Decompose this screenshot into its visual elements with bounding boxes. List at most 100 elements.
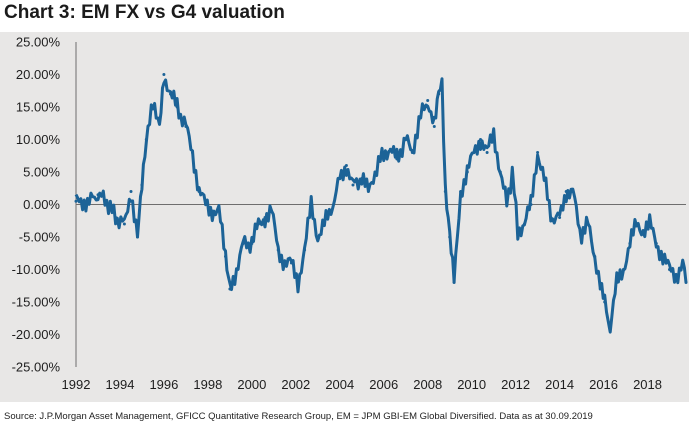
y-tick-label: 0.00% <box>23 197 60 212</box>
x-tick-label: 2008 <box>413 377 442 392</box>
data-point <box>661 255 665 258</box>
data-point <box>210 209 214 213</box>
x-tick-label: 2010 <box>457 377 486 392</box>
x-tick-label: 1998 <box>193 377 222 392</box>
data-point <box>542 177 546 180</box>
data-point <box>169 92 172 96</box>
data-point <box>322 222 326 226</box>
data-point <box>184 125 188 128</box>
data-point <box>197 190 201 193</box>
data-point <box>241 242 245 245</box>
data-point <box>641 229 645 232</box>
data-point <box>151 105 155 109</box>
y-tick-label: -15.00% <box>12 295 61 310</box>
data-point <box>536 151 540 154</box>
data-point <box>105 199 109 203</box>
data-point <box>410 151 414 154</box>
y-tick-label: -5.00% <box>19 230 61 245</box>
data-point <box>516 229 520 232</box>
data-point <box>351 183 355 187</box>
data-point <box>373 170 377 174</box>
y-tick-label: 25.00% <box>16 35 61 50</box>
x-tick-label: 2018 <box>633 377 662 392</box>
data-point <box>395 157 399 161</box>
data-point <box>224 255 227 258</box>
x-tick-label: 1992 <box>62 377 91 392</box>
data-point <box>316 235 320 239</box>
data-point <box>283 261 287 265</box>
data-point <box>485 151 489 154</box>
data-point <box>344 164 348 167</box>
data-point <box>654 242 658 245</box>
x-axis-tick-labels: 1992 1994 1996 1998 2000 2002 2004 2006 2008 2010… <box>62 377 662 392</box>
data-point <box>648 222 652 226</box>
data-point <box>479 138 482 141</box>
data-point <box>549 216 553 219</box>
data-point <box>296 281 300 284</box>
data-point <box>338 177 342 180</box>
data-point <box>309 203 313 206</box>
data-point <box>684 281 688 284</box>
data-point <box>204 203 208 206</box>
data-point <box>388 147 392 151</box>
data-point <box>87 199 91 203</box>
data-point <box>459 190 463 193</box>
data-point <box>571 190 575 193</box>
x-tick-label: 2004 <box>325 377 354 392</box>
series-line <box>74 77 688 334</box>
data-point <box>522 222 526 226</box>
source-note: Source: J.P.Morgan Asset Management, GFI… <box>4 411 593 422</box>
x-tick-label: 2002 <box>281 377 310 392</box>
data-point <box>404 138 408 141</box>
data-point <box>257 222 260 226</box>
data-point <box>217 209 221 213</box>
y-axis-tick-labels: 25.00% 20.00% 15.00% 10.00% 5.00% 0.00% -5.00%… <box>12 35 61 375</box>
x-tick-label: 2012 <box>501 377 530 392</box>
data-point <box>270 209 274 213</box>
data-point <box>674 274 678 278</box>
data-point <box>593 255 597 258</box>
data-point <box>140 183 144 187</box>
data-point <box>74 199 78 203</box>
x-tick-label: 2006 <box>369 377 398 392</box>
x-tick-label: 2016 <box>589 377 618 392</box>
data-point <box>162 73 166 76</box>
y-tick-label: -20.00% <box>12 327 61 342</box>
data-point <box>621 268 625 271</box>
y-tick-label: 15.00% <box>16 100 61 115</box>
x-tick-label: 2000 <box>237 377 266 392</box>
data-point <box>114 216 118 219</box>
data-point <box>452 281 456 284</box>
data-point <box>615 281 619 284</box>
data-point <box>235 268 238 271</box>
data-point <box>360 177 364 180</box>
data-point <box>586 222 590 226</box>
data-point <box>96 193 100 197</box>
data-point <box>122 222 126 226</box>
x-tick-label: 1996 <box>149 377 178 392</box>
y-tick-label: 5.00% <box>23 165 60 180</box>
data-point <box>191 151 194 154</box>
data-point <box>510 170 514 174</box>
chart-title: Chart 3: EM FX vs G4 valuation <box>4 2 285 23</box>
data-point <box>136 235 139 239</box>
data-point <box>250 242 254 245</box>
data-point <box>598 287 602 291</box>
data-point <box>144 138 148 141</box>
data-point <box>558 216 562 219</box>
y-tick-label: -25.00% <box>12 360 61 375</box>
data-point <box>608 326 612 330</box>
data-point <box>498 170 502 174</box>
data-point <box>635 222 638 226</box>
data-point <box>580 235 584 239</box>
data-point <box>440 86 444 89</box>
data-point <box>426 99 430 102</box>
data-point <box>492 131 496 135</box>
data-point <box>628 242 632 245</box>
data-point <box>432 125 436 128</box>
data-point <box>417 118 421 122</box>
data-point <box>443 190 447 193</box>
y-tick-label: -10.00% <box>12 262 61 277</box>
x-tick-label: 2014 <box>545 377 574 392</box>
